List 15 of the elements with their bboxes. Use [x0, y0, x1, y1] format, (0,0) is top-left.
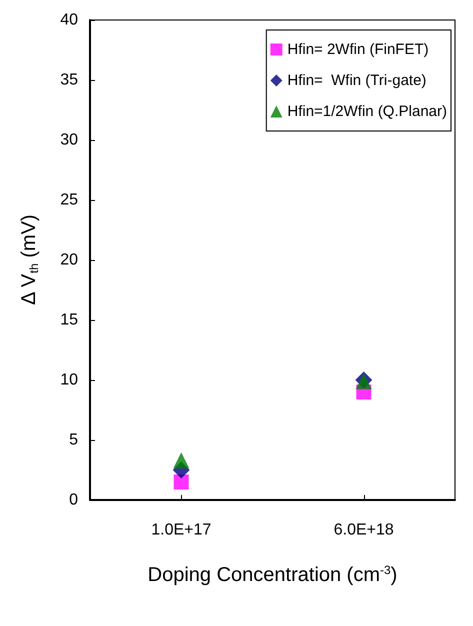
y-tick-label: 25: [60, 192, 78, 208]
y-axis-title: Δ Vth (mV): [18, 214, 41, 306]
y-tick-label: 20: [60, 252, 78, 268]
y-tick-label: 5: [69, 432, 78, 448]
legend-label: Hfin= Wfin (Tri-gate): [287, 72, 426, 89]
x-tick-label: 6.0E+18: [334, 522, 394, 538]
y-tick-label: 15: [60, 312, 78, 328]
x-tick-label: 1.0E+17: [151, 522, 212, 538]
y-tick-label: 10: [60, 372, 78, 388]
y-tick-label: 0: [69, 492, 78, 508]
y-tick-label: 35: [60, 72, 78, 88]
legend-label: Hfin=1/2Wfin (Q.Planar): [287, 103, 448, 120]
y-tick-label: 30: [60, 132, 78, 148]
legend-label: Hfin= 2Wfin (FinFET): [287, 41, 429, 58]
y-tick-label: 40: [60, 12, 78, 28]
